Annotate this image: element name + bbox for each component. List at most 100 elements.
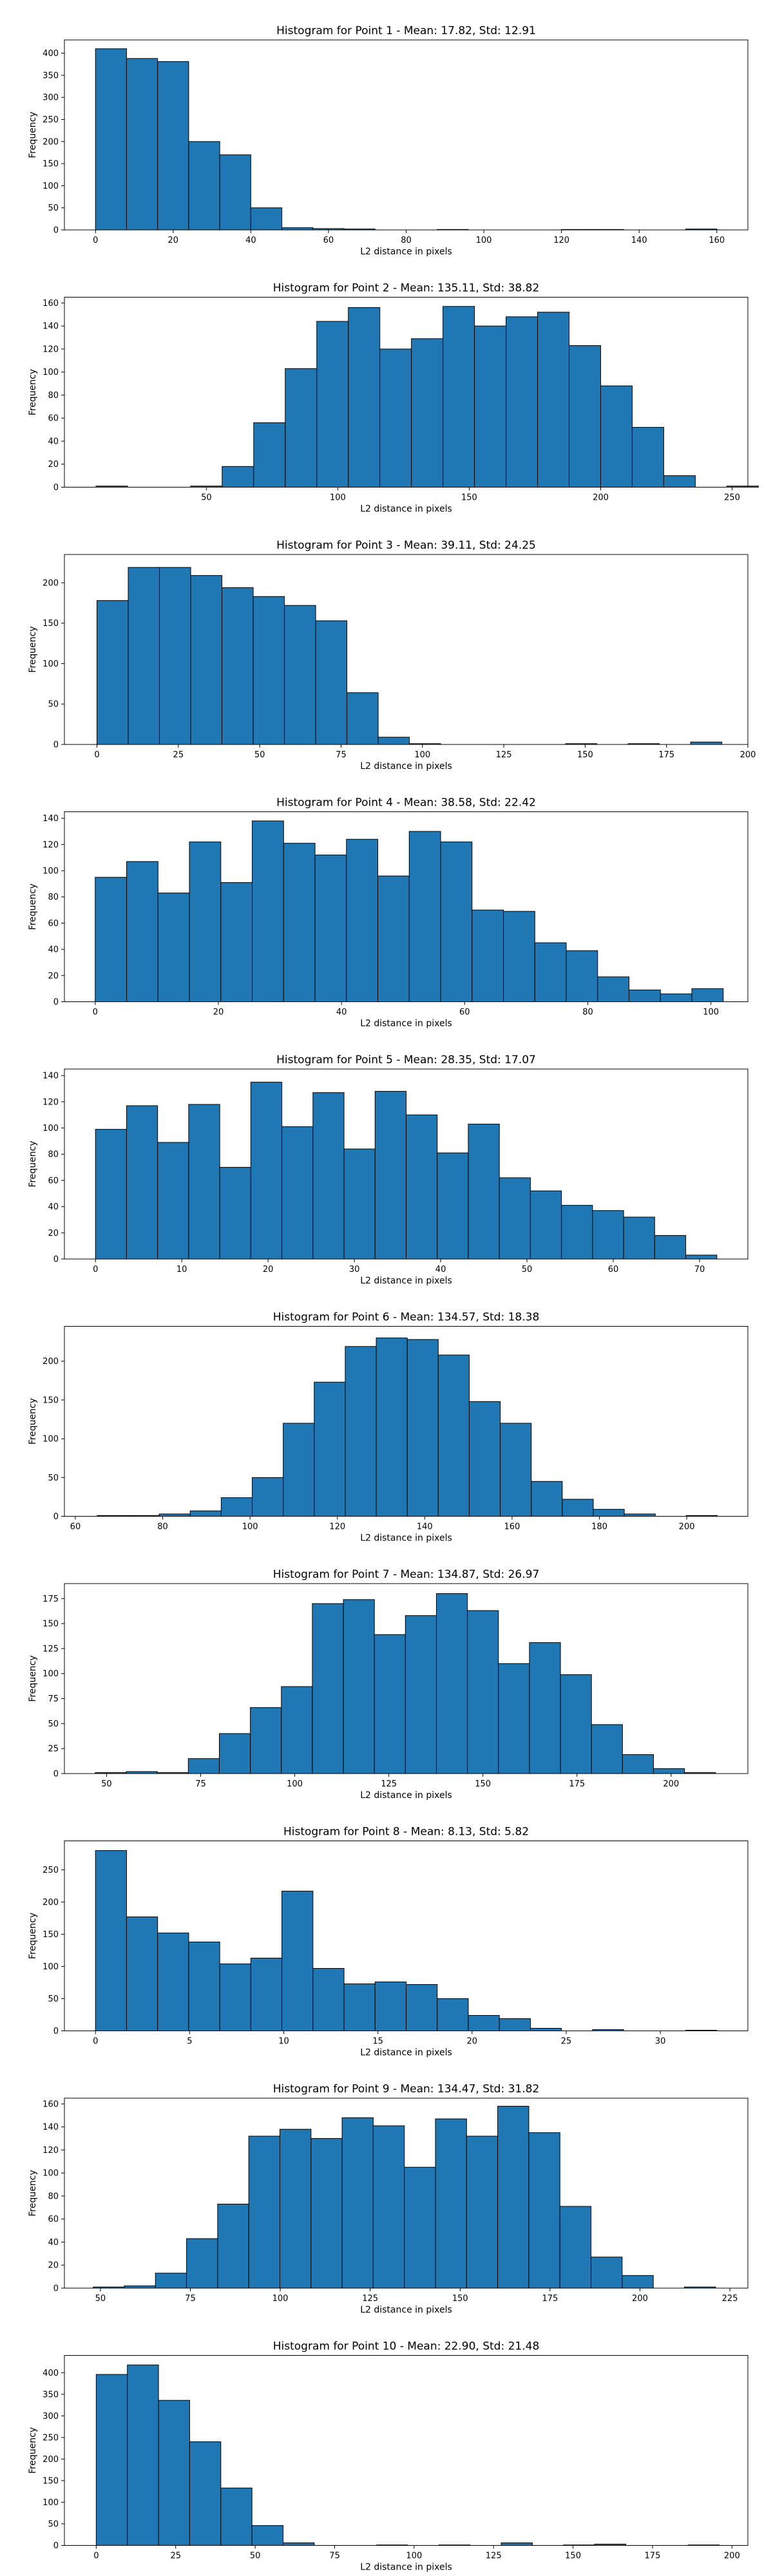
- x-tick-label: 50: [201, 493, 212, 503]
- x-tick-label: 75: [195, 1779, 206, 1789]
- y-tick-label: 25: [48, 1745, 59, 1754]
- x-tick-label: 50: [101, 1779, 112, 1789]
- histogram-bar: [374, 1982, 406, 2031]
- histogram-bar: [219, 154, 251, 231]
- y-tick-label: 20: [48, 1229, 59, 1238]
- histogram-bar: [440, 841, 473, 1002]
- histogram-bar: [189, 1510, 222, 1517]
- histogram-bar: [654, 1235, 687, 1260]
- y-tick-label: 150: [43, 1620, 59, 1629]
- histogram-bar: [379, 348, 412, 488]
- x-tick-label: 80: [582, 1008, 593, 1018]
- histogram-bar: [222, 466, 254, 488]
- x-tick-label: 10: [177, 1265, 187, 1274]
- histogram-bar: [623, 1217, 655, 1260]
- y-tick-label: 100: [43, 659, 59, 669]
- histogram-bar: [348, 307, 381, 488]
- plot-frame: [64, 1326, 749, 1517]
- y-tick-label: 40: [48, 2238, 59, 2248]
- y-tick-label: 200: [43, 137, 59, 147]
- histogram-bar: [631, 427, 664, 488]
- chart-title: Histogram for Point 5 - Mean: 28.35, Std…: [276, 1054, 536, 1066]
- y-tick-label: 0: [53, 1255, 59, 1265]
- x-tick-label: 80: [401, 236, 412, 245]
- y-tick-label: 120: [43, 2146, 59, 2155]
- x-tick-label: 0: [93, 1265, 98, 1274]
- histogram-bar: [190, 575, 223, 745]
- histogram-bar: [561, 1205, 593, 1260]
- x-tick-label: 20: [213, 1008, 224, 1018]
- y-tick-label: 40: [48, 1202, 59, 1212]
- y-tick-label: 140: [43, 814, 59, 824]
- x-axis-label: L2 distance in pixels: [360, 1790, 452, 1801]
- y-tick-label: 400: [43, 2369, 59, 2378]
- histogram-bar: [624, 1513, 656, 1517]
- y-tick-label: 125: [43, 1644, 59, 1654]
- x-tick-label: 100: [287, 1779, 303, 1789]
- histogram-bar: [474, 325, 507, 488]
- x-axis-label: L2 distance in pixels: [360, 247, 452, 257]
- x-axis-label: L2 distance in pixels: [360, 1533, 452, 1544]
- y-tick-label: 100: [43, 1435, 59, 1444]
- histogram-bar: [406, 1114, 438, 1260]
- y-tick-label: 200: [43, 578, 59, 588]
- histogram-bar: [622, 1754, 654, 1774]
- x-tick-label: 140: [631, 236, 647, 245]
- histogram-bar: [685, 1255, 718, 1260]
- histogram-bar: [95, 876, 128, 1002]
- histogram-bar: [376, 1338, 408, 1517]
- histogram-bar: [312, 1968, 345, 2031]
- histogram-bar: [653, 1768, 685, 1774]
- plot-frame: [64, 2098, 749, 2289]
- y-tick-label: 150: [43, 1396, 59, 1405]
- y-tick-label: 60: [48, 919, 59, 929]
- histogram-panel-10: Histogram for Point 10 - Mean: 22.90, St…: [28, 2340, 749, 2573]
- histogram-bar: [282, 1126, 314, 1260]
- histogram-bar: [500, 1423, 532, 1517]
- histogram-bar: [629, 989, 661, 1003]
- y-tick-label: 40: [48, 437, 59, 446]
- histogram-bar: [218, 1733, 251, 1774]
- histogram-bar: [250, 1707, 282, 1774]
- histogram-bar: [253, 422, 286, 488]
- histogram-bar: [157, 1142, 189, 1260]
- x-tick-label: 0: [93, 2037, 98, 2047]
- histogram-bar: [189, 841, 222, 1002]
- histogram-bar: [591, 1724, 623, 1774]
- histogram-bar: [501, 2542, 533, 2546]
- histogram-bar: [126, 1917, 158, 2031]
- x-tick-label: 200: [679, 1522, 695, 1532]
- x-tick-label: 175: [645, 2552, 661, 2561]
- x-tick-label: 160: [504, 1522, 520, 1532]
- x-tick-label: 100: [330, 493, 346, 503]
- histogram-bar: [220, 2487, 253, 2546]
- x-tick-label: 60: [323, 236, 334, 245]
- histogram-bar: [95, 2374, 128, 2546]
- histogram-bar: [497, 2106, 530, 2289]
- histogram-bar: [158, 1513, 191, 1517]
- y-axis-label: Frequency: [28, 1398, 38, 1444]
- histogram-bar: [622, 2275, 654, 2289]
- x-tick-label: 75: [329, 2552, 340, 2561]
- x-tick-label: 0: [93, 2552, 99, 2561]
- histogram-bar: [126, 58, 158, 231]
- histogram-bar: [503, 911, 535, 1003]
- y-tick-label: 20: [48, 971, 59, 981]
- y-axis-label: Frequency: [28, 1141, 38, 1187]
- x-tick-label: 140: [417, 1522, 433, 1532]
- x-tick-label: 60: [70, 1522, 81, 1532]
- y-tick-label: 100: [43, 1124, 59, 1133]
- y-tick-label: 120: [43, 840, 59, 850]
- y-axis-label: Frequency: [28, 369, 38, 415]
- x-tick-label: 25: [170, 2552, 181, 2561]
- y-tick-label: 120: [43, 1097, 59, 1107]
- y-tick-label: 80: [48, 2192, 59, 2201]
- y-tick-label: 50: [48, 1994, 59, 2004]
- histogram-bar: [128, 567, 160, 745]
- histogram-bar: [559, 2206, 592, 2289]
- histogram-bar: [560, 1674, 592, 1774]
- histogram-bar: [283, 842, 316, 1003]
- histogram-panel-9: Histogram for Point 9 - Mean: 134.47, St…: [28, 2083, 749, 2315]
- histogram-panel-4: Histogram for Point 4 - Mean: 38.58, Std…: [28, 797, 749, 1029]
- y-tick-label: 175: [43, 1595, 59, 1604]
